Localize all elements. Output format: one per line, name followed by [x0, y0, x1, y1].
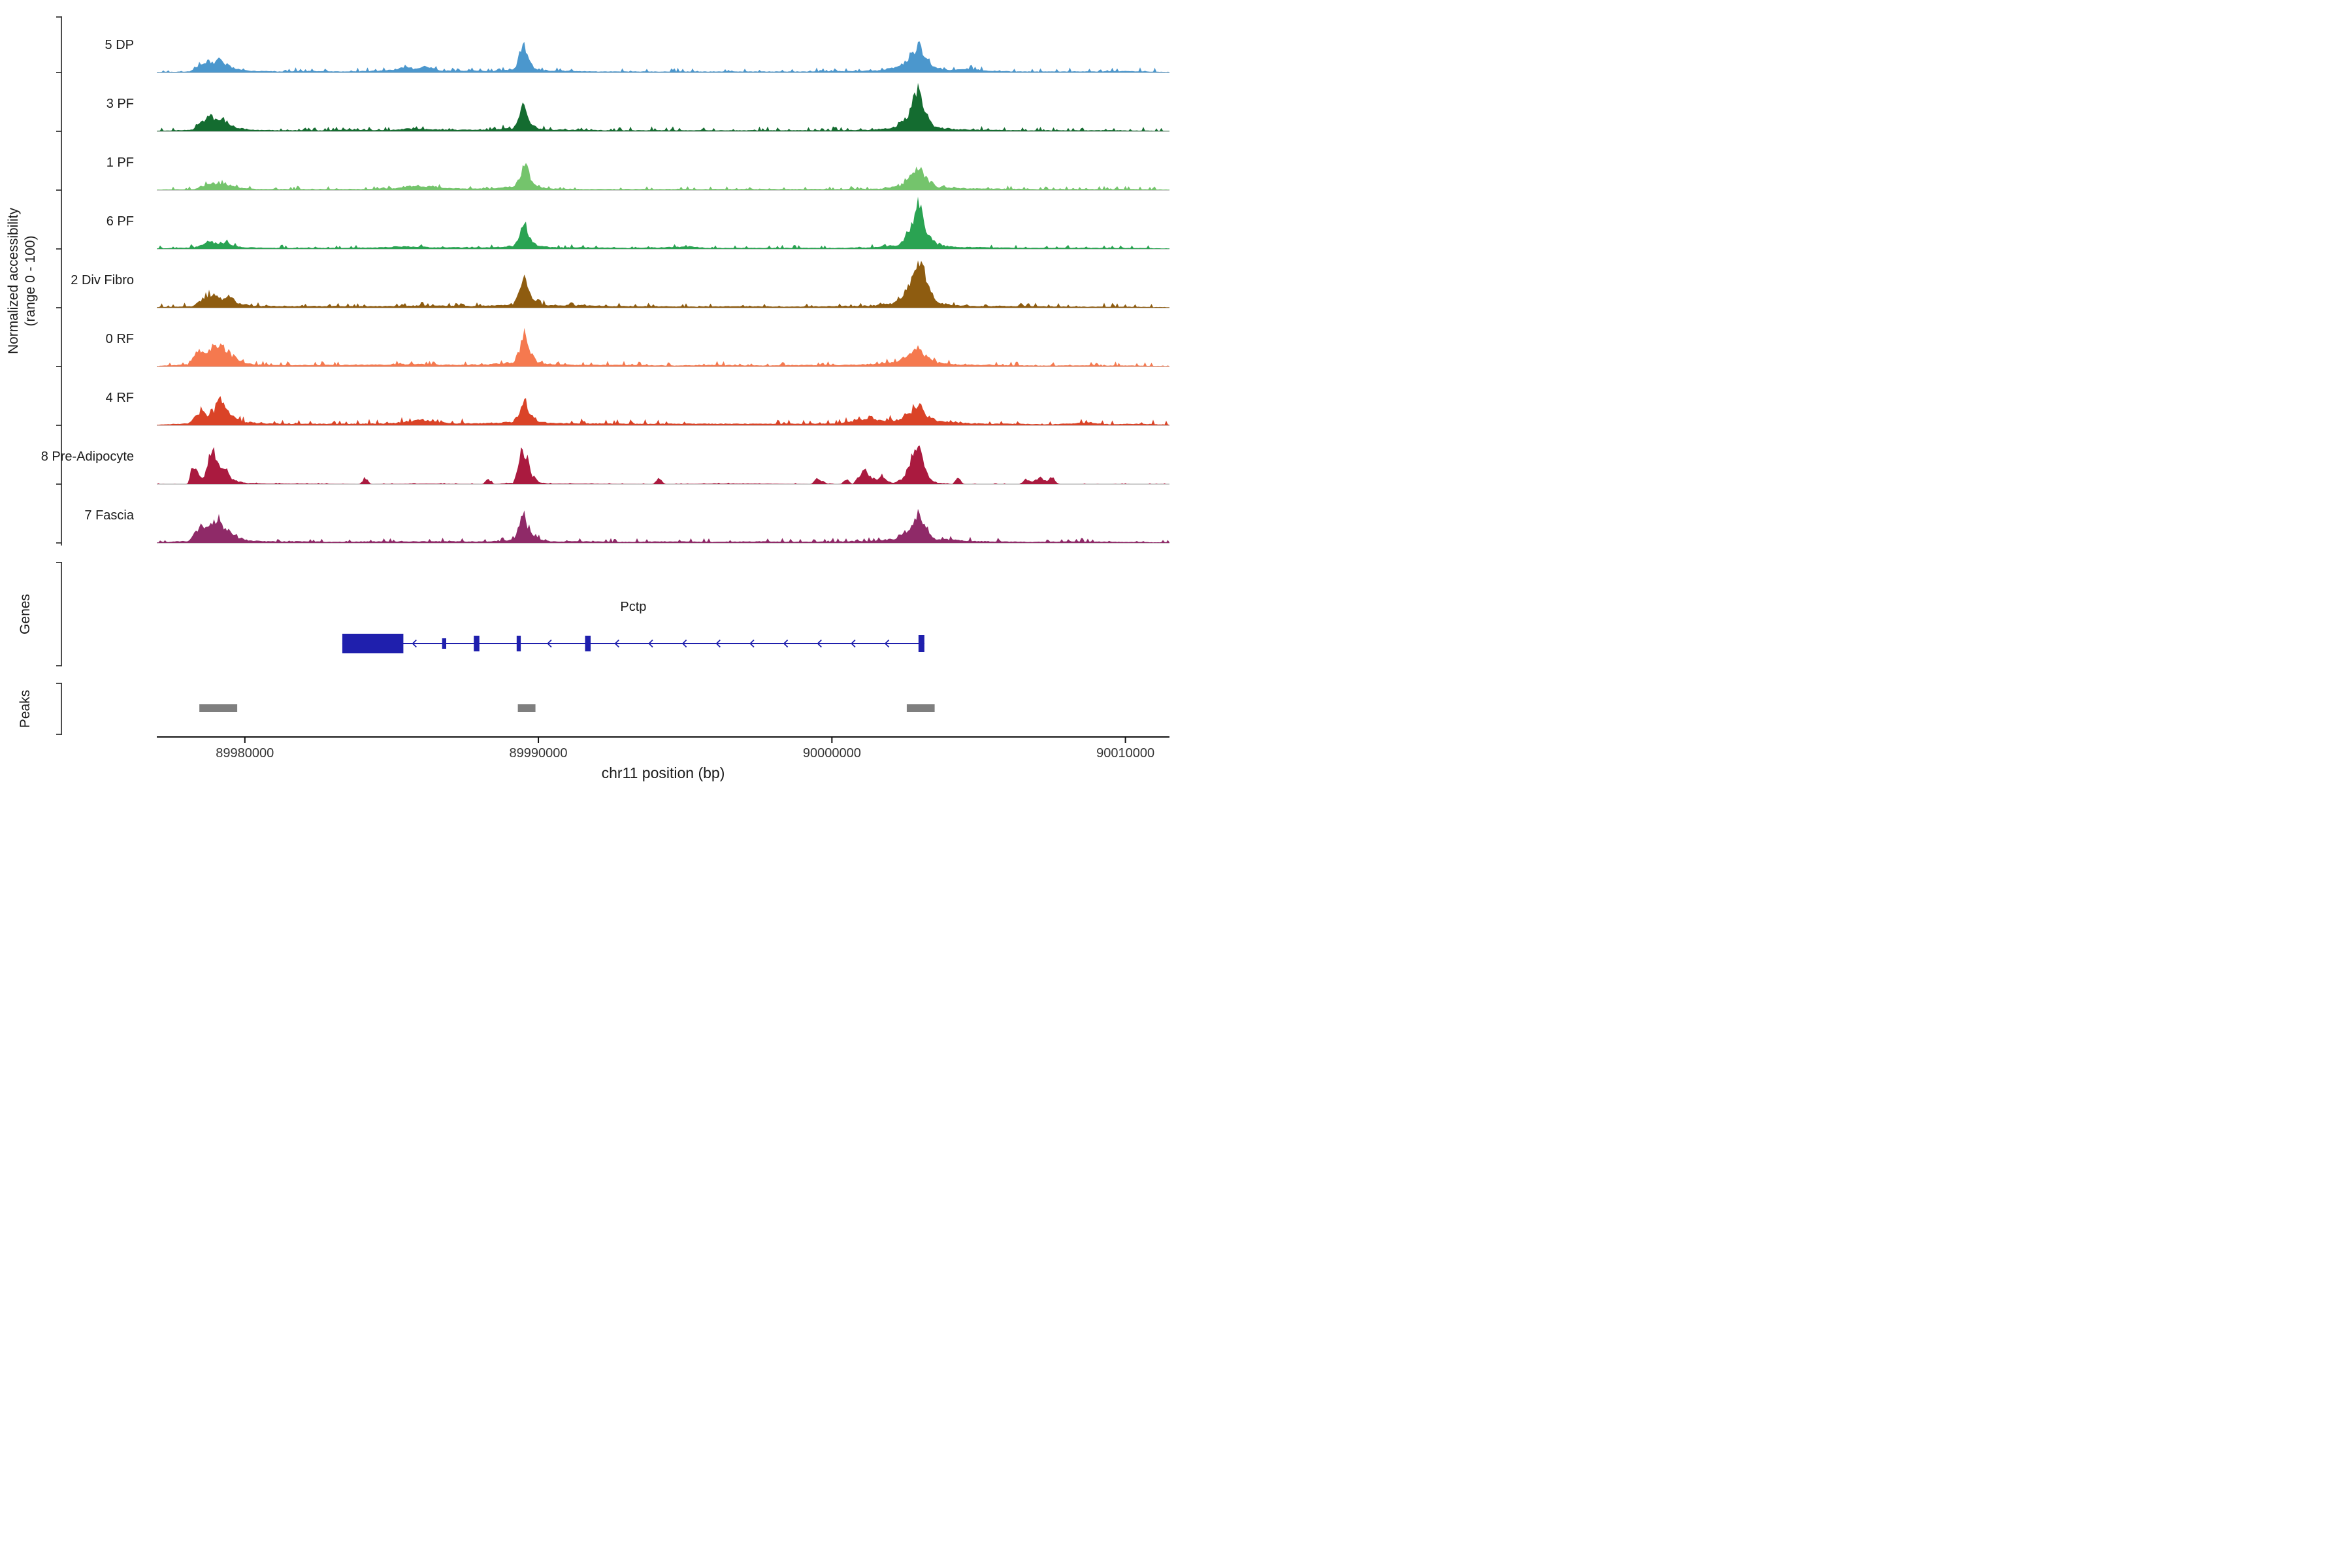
x-tick-label-3: 90010000: [1096, 746, 1155, 760]
track-row: 5 DP: [0, 16, 1176, 75]
track-row: 6 PF: [0, 193, 1176, 252]
track-row: 7 Fascia: [0, 487, 1176, 546]
gene-model: [342, 634, 924, 653]
coverage-track: [157, 41, 1169, 73]
x-axis: [157, 736, 1169, 743]
x-tick-label-1: 89990000: [509, 746, 568, 760]
coverage-track: [157, 197, 1169, 250]
track-row: 3 PF: [0, 75, 1176, 134]
coverage-track: [157, 163, 1169, 191]
x-tick-label-0: 89980000: [216, 746, 274, 760]
coverage-track: [157, 396, 1169, 426]
track-row: 4 RF: [0, 369, 1176, 428]
coverage-tracks-area: 5 DP 3 PF 1 PF 6 PF 2 Div Fibro 0 RF 4 R…: [0, 16, 1176, 546]
track-label: 5 DP: [105, 38, 134, 52]
peaks-axis-bracket: [56, 683, 62, 735]
track-label: 1 PF: [106, 155, 134, 170]
tracks-axis-bracket: [56, 16, 62, 546]
coverage-track: [157, 327, 1169, 367]
track-label: 7 Fascia: [84, 508, 134, 523]
track-label: 4 RF: [105, 391, 134, 405]
coverage-track: [157, 445, 1169, 485]
track-row: 1 PF: [0, 134, 1176, 193]
track-label: 2 Div Fibro: [71, 273, 134, 287]
track-row: 2 Div Fibro: [0, 252, 1176, 310]
x-tick-label-2: 90000000: [802, 746, 861, 760]
peak-regions: [199, 704, 935, 712]
x-axis-title: chr11 position (bp): [601, 764, 725, 781]
gene-name-label: Pctp: [620, 600, 647, 614]
track-row: 8 Pre-Adipocyte: [0, 428, 1176, 487]
coverage-track: [157, 260, 1169, 308]
track-label: 6 PF: [106, 214, 134, 229]
coverage-track: [157, 82, 1169, 132]
genes-panel-label: Genes: [18, 594, 33, 634]
genes-axis-bracket: [56, 562, 62, 666]
track-label: 8 Pre-Adipocyte: [41, 449, 134, 464]
coverage-track: [157, 508, 1169, 544]
track-label: 3 PF: [106, 97, 134, 111]
track-row: 0 RF: [0, 310, 1176, 369]
genome-browser-figure: Normalized accessibility (range 0 - 100)…: [0, 0, 1176, 784]
track-label: 0 RF: [105, 332, 134, 346]
